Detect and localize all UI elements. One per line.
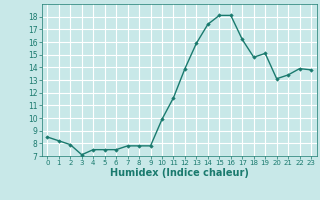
X-axis label: Humidex (Indice chaleur): Humidex (Indice chaleur) [110,168,249,178]
